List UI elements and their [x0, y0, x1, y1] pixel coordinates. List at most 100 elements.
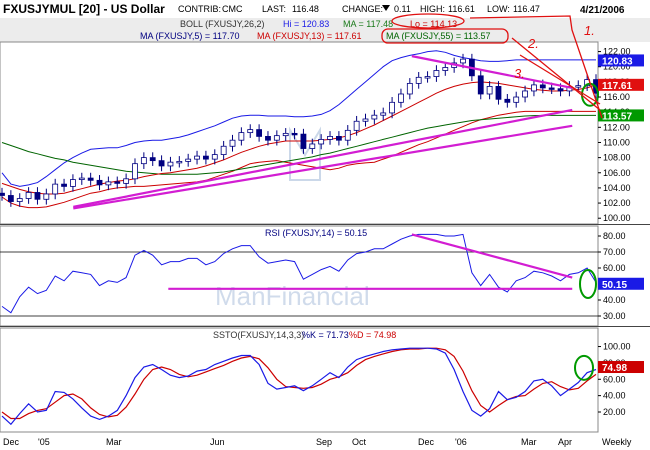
rsi-axis-label: 30.00: [603, 311, 626, 321]
ma55-legend: MA (FXUSJY,55) = 113.57: [386, 31, 490, 41]
date-label: 4/21/2006: [580, 5, 625, 16]
symbol-title: FXUSJYMUL [20] - US Dollar: [3, 2, 165, 16]
price-badge-label: 120.83: [602, 56, 633, 67]
contrib-label: CONTRIB:: [178, 4, 221, 14]
legend-strip: [0, 18, 650, 42]
x-tick-label: Mar: [521, 437, 537, 447]
price-candle: [353, 120, 360, 131]
price-axis-label: 116.00: [603, 92, 630, 102]
price-candle: [371, 114, 378, 120]
stoch-axis-label: 60.00: [603, 374, 626, 384]
price-candle: [486, 86, 493, 95]
stoch-axis-label: 100.00: [603, 342, 631, 352]
boll-lo-legend: Lo = 114.13: [410, 19, 457, 29]
price-candle: [52, 183, 59, 195]
price-candle: [327, 136, 333, 140]
bollinger-upper-line: [1, 50, 596, 187]
price-candle: [539, 84, 546, 89]
price-candle: [43, 193, 50, 200]
price-candle: [442, 67, 449, 71]
price-candle: [504, 98, 511, 103]
price-candle: [247, 129, 254, 134]
price-candle: [477, 75, 484, 95]
price-axis-label: 112.00: [603, 122, 630, 132]
high-label: HIGH:: [420, 4, 445, 14]
down-triangle-icon: [382, 5, 390, 11]
stoch-badge-label: 74.98: [602, 363, 627, 374]
high-value: 116.61: [448, 4, 475, 14]
price-candle: [176, 161, 183, 164]
price-candle: [531, 84, 537, 92]
x-tick-label: Oct: [352, 437, 367, 447]
price-candle: [282, 132, 289, 137]
header: FXUSJYMUL [20] - US Dollar CONTRIB: CMC …: [3, 2, 625, 16]
price-axis-label: 102.00: [603, 198, 631, 208]
price-trendline: [411, 55, 573, 90]
price-axis-label: 108.00: [603, 153, 631, 163]
annotation-number-2: 2.: [527, 36, 539, 51]
x-tick-label: Sep: [316, 437, 332, 447]
x-axis: Dec '05 Mar Jun Sep Oct Dec '06 Mar Apr …: [3, 437, 632, 447]
price-axis-label: 106.00: [603, 168, 631, 178]
low-value: 116.47: [513, 4, 540, 14]
price-candle: [309, 143, 316, 149]
rsi-axis-label: 70.00: [603, 247, 626, 257]
price-candle: [211, 154, 218, 160]
price-candle: [291, 132, 298, 136]
stoch-highlight-circle: [574, 354, 594, 381]
price-candle: [557, 88, 564, 92]
period-label: Weekly: [602, 437, 632, 447]
annotation-arrow-2: [511, 37, 601, 111]
rsi-axis-label: 80.00: [603, 231, 626, 241]
price-candle: [114, 181, 121, 184]
price-axis-label: 110.00: [603, 137, 630, 147]
price-candle: [194, 155, 200, 160]
rsi-badge: [598, 277, 644, 290]
ma5-legend: MA (FXUSJY,5) = 117.70: [140, 31, 239, 41]
stoch-axis-label: 20.00: [603, 407, 626, 417]
hand-annotations: [381, 13, 603, 119]
price-candle: [96, 179, 103, 186]
price-candle: [16, 198, 23, 202]
contrib-value: CMC: [222, 4, 243, 14]
ma13-legend: MA (FXUSJY,13) = 117.61: [257, 31, 361, 41]
stoch-badge: [598, 361, 644, 374]
price-candle: [265, 136, 271, 141]
price-badge: [598, 78, 644, 91]
rsi-badge-label: 50.15: [602, 280, 627, 291]
rsi-legend: RSI (FXUSJY,14) = 50.15: [265, 228, 367, 238]
rsi-axis-label: 60.00: [603, 263, 626, 273]
change-value: 0.11: [394, 4, 411, 14]
ssto-k-legend: %K = 71.73: [302, 330, 349, 340]
price-candle: [149, 157, 156, 162]
price-candle: [185, 158, 192, 162]
boll-hi-legend: Hi = 120.83: [283, 19, 329, 29]
last-value: 116.48: [292, 4, 319, 14]
price-candle: [495, 86, 502, 100]
last-label: LAST:: [262, 4, 286, 14]
watermark-text: ManFinancial: [215, 281, 370, 311]
price-candle: [34, 192, 41, 200]
price-candle: [25, 192, 32, 199]
change-label: CHANGE:: [342, 4, 383, 14]
ssto-legend-prefix: SSTO(FXUSJY,14,3,3): [213, 330, 304, 340]
x-tick-label: Jun: [210, 437, 225, 447]
price-candle: [87, 177, 94, 181]
price-candle: [273, 135, 280, 141]
price-candle: [132, 163, 138, 180]
price-candle: [300, 133, 307, 149]
price-candle: [105, 181, 112, 186]
annotation-arrow-1: [469, 15, 603, 119]
price-candle: [335, 136, 342, 141]
price-badge: [598, 54, 644, 67]
ma55-line: [1, 114, 596, 175]
price-candle: [220, 145, 227, 155]
price-axis-label: 100.00: [603, 213, 631, 223]
price-candle: [256, 129, 263, 137]
price-candle: [522, 90, 528, 98]
stoch-k-line: [1, 347, 597, 426]
price-candle: [7, 195, 14, 202]
price-candle: [140, 157, 147, 165]
